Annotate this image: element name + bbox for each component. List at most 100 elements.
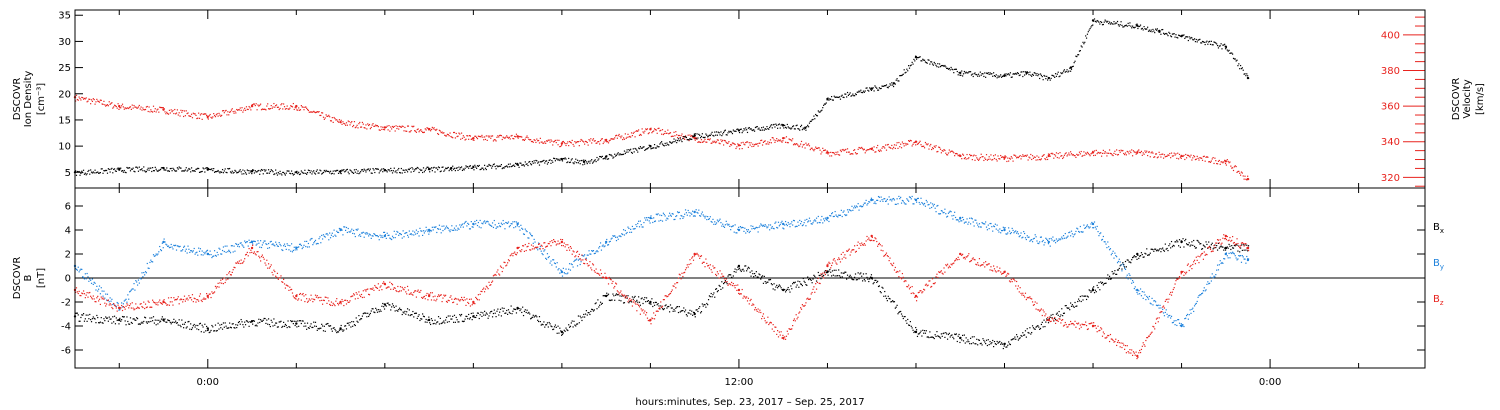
velocity-dot <box>783 137 785 139</box>
bx-dot <box>984 341 986 343</box>
velocity-dot <box>1141 154 1143 156</box>
velocity-dot <box>772 137 774 139</box>
velocity-dot <box>1022 154 1024 156</box>
density-dot <box>503 167 505 169</box>
velocity-dot <box>514 136 517 138</box>
density-dot <box>854 95 856 97</box>
by-dot <box>355 228 357 231</box>
bx-dot <box>479 314 481 316</box>
bx-dot <box>150 320 152 323</box>
velocity-dot <box>1238 170 1240 172</box>
velocity-dot <box>236 108 238 111</box>
density-dot <box>807 124 809 126</box>
bx-dot <box>773 283 775 285</box>
by-point <box>383 234 387 238</box>
density-dot <box>675 139 677 141</box>
bx-dot <box>705 306 707 308</box>
bx-dot <box>528 311 530 314</box>
velocity-dot <box>908 140 911 143</box>
density-dot <box>187 169 189 171</box>
bx-dot <box>635 301 637 303</box>
velocity-dot <box>745 141 747 144</box>
by-dot <box>101 290 103 292</box>
density-dot <box>335 170 337 172</box>
density-dot <box>105 169 108 172</box>
by-dot <box>578 258 580 260</box>
bx-dot <box>555 326 557 328</box>
bx-dot <box>1210 244 1212 246</box>
velocity-dot <box>431 126 433 129</box>
density-dot <box>211 168 213 170</box>
density-dot <box>753 130 756 132</box>
bx-dot <box>137 323 140 325</box>
velocity-dot <box>183 110 186 112</box>
by-dot <box>90 279 92 281</box>
density-dot <box>199 171 202 173</box>
velocity-dot <box>444 134 446 136</box>
bx-dot <box>595 302 597 304</box>
bx-dot <box>985 343 987 345</box>
density-dot <box>1015 72 1017 75</box>
bx-dot <box>1200 242 1202 245</box>
bx-dot <box>1045 321 1047 323</box>
by-dot <box>668 215 670 217</box>
by-dot <box>379 234 381 236</box>
by-dot <box>733 231 735 233</box>
by-dot <box>125 298 127 300</box>
bx-dot <box>663 308 665 310</box>
density-dot <box>747 127 749 129</box>
by-dot <box>357 228 359 230</box>
density-dot <box>1076 55 1078 58</box>
velocity-dot <box>1078 151 1081 153</box>
bx-dot <box>973 336 975 338</box>
by-dot <box>345 229 347 232</box>
bx-dot <box>456 319 458 321</box>
by-dot <box>718 219 720 222</box>
velocity-dot <box>461 137 464 139</box>
bx-dot <box>1228 243 1230 246</box>
by-dot <box>133 283 135 285</box>
bx-dot <box>927 336 929 338</box>
density-dot <box>133 170 135 172</box>
bx-dot <box>434 319 436 321</box>
by-dot <box>293 246 295 248</box>
density-dot <box>1189 38 1191 40</box>
bx-dot <box>892 301 895 303</box>
density-dot <box>419 168 421 171</box>
velocity-dot <box>530 140 533 143</box>
density-dot <box>927 59 929 61</box>
bx-dot <box>322 330 325 332</box>
velocity-dot <box>760 139 762 142</box>
density-dot <box>505 165 507 168</box>
density-dot <box>945 66 947 68</box>
density-dot <box>75 170 77 172</box>
bx-dot <box>111 322 113 324</box>
density-dot <box>666 142 668 144</box>
density-dot <box>1185 36 1188 38</box>
density-dot <box>250 171 252 173</box>
by-dot <box>735 232 737 234</box>
bx-dot <box>994 343 996 345</box>
by-dot <box>313 242 315 244</box>
density-dot <box>1042 79 1044 81</box>
by-dot <box>622 229 625 231</box>
velocity-dot <box>973 154 975 156</box>
bx-dot <box>223 326 225 328</box>
bx-dot <box>774 289 776 291</box>
bx-dot <box>216 329 218 332</box>
density-dot <box>1140 28 1143 30</box>
density-dot <box>933 61 935 64</box>
by-dot <box>568 268 570 270</box>
velocity-dot <box>291 106 294 108</box>
density-dot <box>1211 44 1213 46</box>
by-dot <box>478 226 480 228</box>
by-dot <box>362 231 364 233</box>
by-dot <box>491 222 494 224</box>
by-dot <box>624 229 626 232</box>
velocity-dot <box>384 126 387 128</box>
bx-dot <box>251 320 253 322</box>
bx-dot <box>572 326 574 328</box>
velocity-dot <box>344 123 346 125</box>
density-dot <box>177 168 179 170</box>
density-dot <box>915 58 918 60</box>
